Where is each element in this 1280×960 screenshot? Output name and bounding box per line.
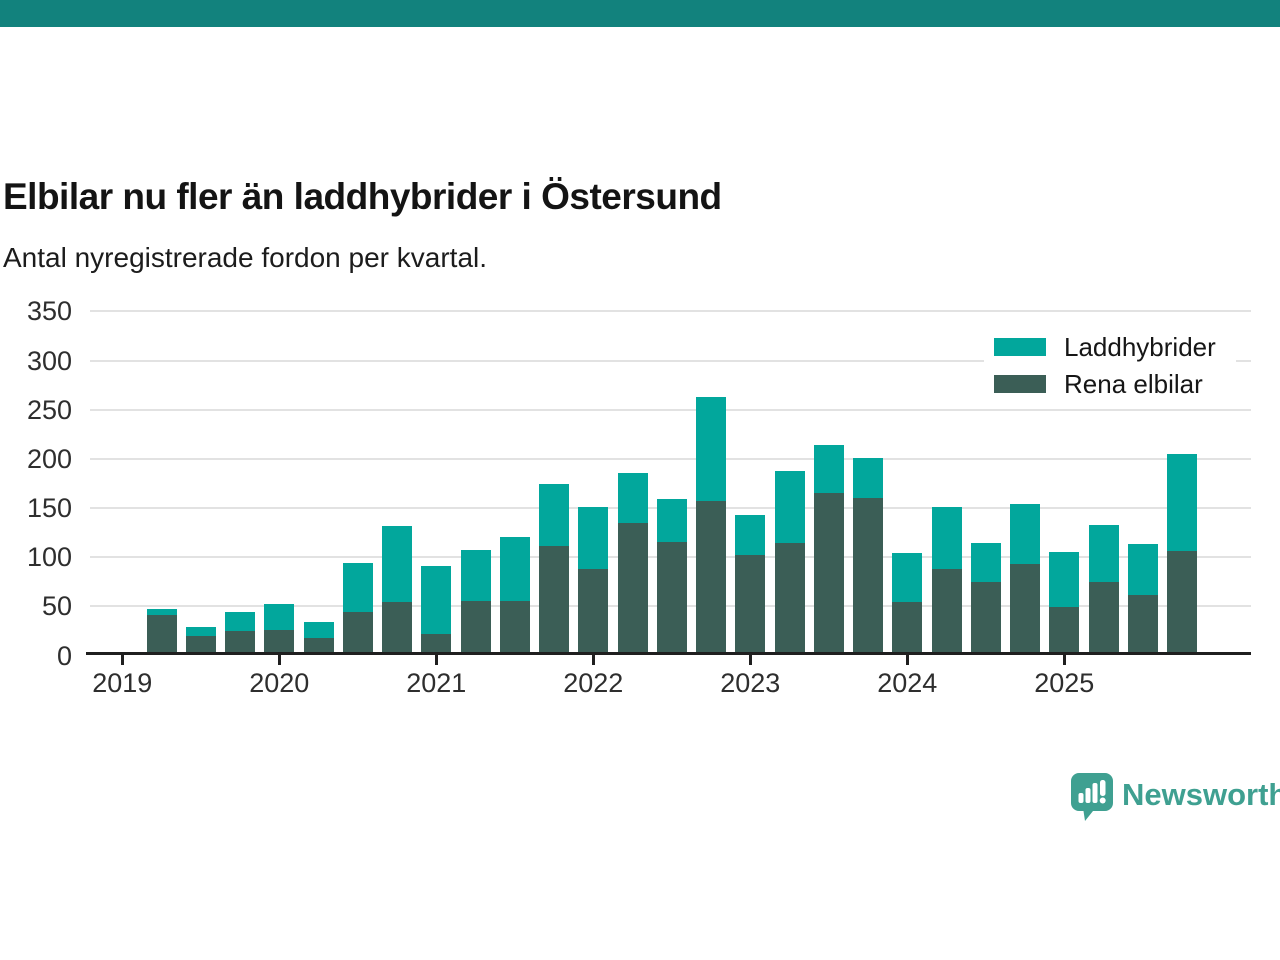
bar-laddhybrider-2024 Q4 <box>1010 503 1041 564</box>
x-axis-label-2019: 2019 <box>92 668 153 698</box>
bar-rena-elbilar-2020 Q2 <box>303 638 334 654</box>
legend-swatch-rena-elbilar <box>994 375 1046 393</box>
bar-rena-elbilar-2023 Q4 <box>853 497 884 654</box>
x-axis-label-2020: 2020 <box>249 668 310 698</box>
bar-rena-elbilar-2020 Q1 <box>264 630 295 654</box>
newsworthy-logo-text: Newsworthy <box>1122 777 1280 812</box>
bar-rena-elbilar-2019 Q4 <box>225 631 256 654</box>
bar-rena-elbilar-2019 Q3 <box>185 636 216 654</box>
y-axis-label-200: 200 <box>26 443 72 474</box>
bar-laddhybrider-2024 Q2 <box>931 507 962 570</box>
gridline-y300 <box>90 359 1251 362</box>
bar-rena-elbilar-2021 Q3 <box>499 600 530 654</box>
bar-laddhybrider-2019 Q2 <box>146 608 177 615</box>
bar-rena-elbilar-2021 Q4 <box>539 545 570 654</box>
x-axis-tick-2020 <box>277 655 281 665</box>
bar-rena-elbilar-2024 Q2 <box>931 569 962 654</box>
bar-rena-elbilar-2022 Q3 <box>656 541 687 654</box>
bar-laddhybrider-2021 Q3 <box>499 536 530 601</box>
bar-laddhybrider-2020 Q3 <box>342 562 373 612</box>
bar-laddhybrider-2021 Q2 <box>460 549 491 601</box>
legend-item-rena-elbilar: Rena elbilar <box>994 368 1203 399</box>
bar-rena-elbilar-2024 Q4 <box>1010 563 1041 654</box>
x-axis-tick-2025 <box>1062 655 1066 665</box>
bar-rena-elbilar-2020 Q3 <box>342 611 373 654</box>
chart-title: Elbilar nu fler än laddhybrider i Östers… <box>3 175 722 217</box>
bar-laddhybrider-2020 Q1 <box>264 603 295 631</box>
bar-rena-elbilar-2021 Q1 <box>421 634 452 654</box>
newsworthy-logo-icon <box>1071 773 1113 821</box>
y-axis-label-300: 300 <box>26 345 72 376</box>
bar-laddhybrider-2024 Q1 <box>892 552 923 602</box>
bar-rena-elbilar-2022 Q2 <box>617 523 648 654</box>
bar-rena-elbilar-2022 Q1 <box>578 569 609 654</box>
bar-rena-elbilar-2025 Q1 <box>1049 606 1080 654</box>
gridline-y350 <box>90 310 1251 313</box>
legend-swatch-laddhybrider <box>994 338 1046 356</box>
newsworthy-logo: Newsworthy <box>1071 773 1280 823</box>
y-axis-label-100: 100 <box>26 542 72 573</box>
bar-rena-elbilar-2022 Q4 <box>696 500 727 654</box>
bar-laddhybrider-2020 Q4 <box>382 526 413 602</box>
chart-subtitle: Antal nyregistrerade fordon per kvartal. <box>3 242 488 273</box>
legend-label-rena-elbilar: Rena elbilar <box>1064 368 1203 399</box>
gridline-y200 <box>90 457 1251 460</box>
gridline-y250 <box>90 408 1251 411</box>
bar-rena-elbilar-2023 Q1 <box>735 554 766 654</box>
x-axis-label-2021: 2021 <box>406 668 467 698</box>
y-axis-label-350: 350 <box>26 296 72 327</box>
x-axis-tick-2019 <box>120 655 124 665</box>
bar-rena-elbilar-2020 Q4 <box>382 601 413 654</box>
bar-laddhybrider-2019 Q3 <box>185 627 216 637</box>
bar-laddhybrider-2022 Q1 <box>578 506 609 570</box>
bar-laddhybrider-2023 Q3 <box>813 444 844 493</box>
bar-rena-elbilar-2025 Q4 <box>1167 550 1198 654</box>
x-axis-tick-2023 <box>748 655 752 665</box>
bar-rena-elbilar-2025 Q2 <box>1088 582 1119 654</box>
x-axis-label-2024: 2024 <box>877 668 938 698</box>
bar-laddhybrider-2023 Q1 <box>735 515 766 555</box>
legend: Laddhybrider Rena elbilar <box>984 328 1236 404</box>
legend-label-laddhybrider: Laddhybrider <box>1064 331 1216 362</box>
bar-laddhybrider-2023 Q2 <box>774 471 805 543</box>
x-axis-label-2023: 2023 <box>720 668 781 698</box>
bar-laddhybrider-2022 Q3 <box>656 498 687 542</box>
x-axis-tick-2022 <box>591 655 595 665</box>
legend-item-laddhybrider: Laddhybrider <box>994 331 1216 362</box>
bar-rena-elbilar-2023 Q3 <box>813 492 844 654</box>
bar-laddhybrider-2022 Q4 <box>696 397 727 501</box>
bar-rena-elbilar-2024 Q3 <box>970 582 1001 654</box>
bar-laddhybrider-2025 Q3 <box>1127 543 1158 595</box>
x-axis-line <box>86 652 1251 655</box>
x-axis-label-2025: 2025 <box>1034 668 1095 698</box>
x-axis-tick-2024 <box>905 655 909 665</box>
y-axis-label-150: 150 <box>26 493 72 523</box>
bar-rena-elbilar-2025 Q3 <box>1127 595 1158 654</box>
bar-laddhybrider-2023 Q4 <box>853 458 884 498</box>
top-accent-bar <box>0 0 1280 27</box>
bar-laddhybrider-2020 Q2 <box>303 621 334 639</box>
bar-rena-elbilar-2021 Q2 <box>460 600 491 654</box>
y-axis-label-50: 50 <box>41 591 72 622</box>
bar-laddhybrider-2021 Q4 <box>539 483 570 546</box>
bar-laddhybrider-2025 Q2 <box>1088 525 1119 583</box>
x-axis-tick-2021 <box>434 655 438 665</box>
bar-laddhybrider-2022 Q2 <box>617 473 648 524</box>
bar-laddhybrider-2021 Q1 <box>421 565 452 635</box>
bar-laddhybrider-2025 Q1 <box>1049 551 1080 607</box>
bar-rena-elbilar-2024 Q1 <box>892 601 923 654</box>
y-axis-label-0: 0 <box>56 640 72 671</box>
bar-rena-elbilar-2023 Q2 <box>774 542 805 654</box>
bar-laddhybrider-2019 Q4 <box>225 611 256 632</box>
x-axis-label-2022: 2022 <box>563 668 624 698</box>
bar-laddhybrider-2024 Q3 <box>970 542 1001 583</box>
bar-laddhybrider-2025 Q4 <box>1167 454 1198 551</box>
bar-rena-elbilar-2019 Q2 <box>146 614 177 654</box>
y-axis-label-250: 250 <box>26 394 72 425</box>
